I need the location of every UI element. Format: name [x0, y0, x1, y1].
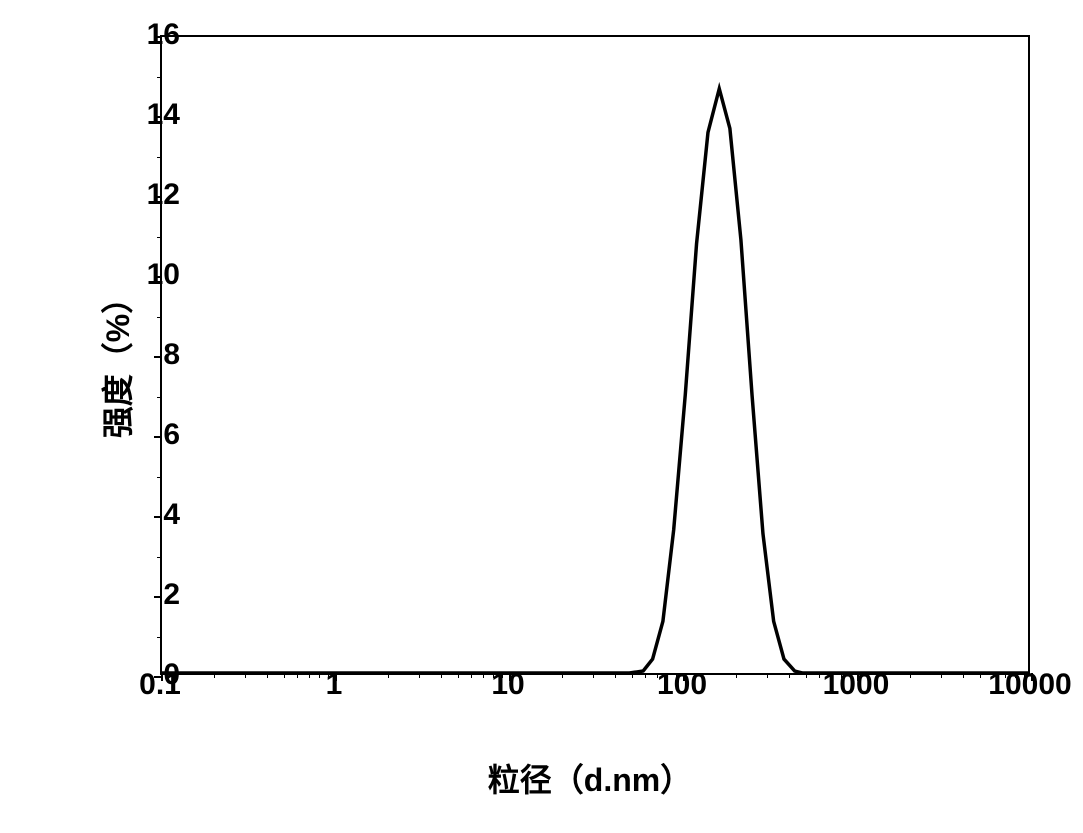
y-tick-major: [154, 436, 162, 438]
y-tick-label: 6: [163, 418, 180, 452]
y-tick-label: 4: [163, 498, 180, 532]
x-tick-minor: [388, 673, 389, 678]
x-tick-minor: [632, 673, 633, 678]
y-tick-minor: [157, 637, 162, 638]
y-tick-major: [154, 516, 162, 518]
x-tick-minor: [483, 673, 484, 678]
y-tick-label: 2: [163, 578, 180, 612]
y-axis-label: 强度（%）: [93, 282, 139, 438]
x-tick-minor: [419, 673, 420, 678]
y-tick-minor: [157, 557, 162, 558]
curve-svg: [162, 37, 1028, 673]
x-tick-minor: [319, 673, 320, 678]
x-tick-minor: [806, 673, 807, 678]
x-tick-minor: [910, 673, 911, 678]
y-tick-minor: [157, 317, 162, 318]
y-tick-label: 10: [147, 258, 180, 292]
y-tick-label: 12: [147, 178, 180, 212]
x-tick-minor: [284, 673, 285, 678]
y-tick-minor: [157, 77, 162, 78]
x-tick-minor: [767, 673, 768, 678]
x-tick-minor: [441, 673, 442, 678]
x-tick-label: 10000: [988, 668, 1071, 702]
x-tick-label: 0.1: [139, 668, 181, 702]
x-tick-minor: [980, 673, 981, 678]
x-tick-minor: [458, 673, 459, 678]
x-tick-minor: [615, 673, 616, 678]
x-tick-minor: [562, 673, 563, 678]
y-tick-minor: [157, 237, 162, 238]
x-tick-minor: [645, 673, 646, 678]
x-tick-label: 1: [326, 668, 343, 702]
x-tick-minor: [471, 673, 472, 678]
y-tick-minor: [157, 397, 162, 398]
x-tick-minor: [736, 673, 737, 678]
x-tick-label: 1000: [823, 668, 890, 702]
y-tick-label: 14: [147, 98, 180, 132]
x-axis-label: 粒径（d.nm）: [488, 755, 692, 801]
x-tick-minor: [309, 673, 310, 678]
y-tick-major: [154, 596, 162, 598]
y-tick-minor: [157, 157, 162, 158]
x-tick-minor: [963, 673, 964, 678]
plot-area: [160, 35, 1030, 675]
x-tick-minor: [245, 673, 246, 678]
data-curve: [162, 89, 1028, 673]
y-tick-minor: [157, 477, 162, 478]
x-tick-minor: [267, 673, 268, 678]
x-tick-label: 10: [491, 668, 524, 702]
x-tick-label: 100: [657, 668, 707, 702]
x-tick-minor: [941, 673, 942, 678]
x-tick-minor: [819, 673, 820, 678]
y-tick-major: [154, 356, 162, 358]
chart-container: 强度（%） 粒径（d.nm） 02468101214160.1110100100…: [30, 20, 1060, 810]
x-tick-minor: [214, 673, 215, 678]
x-tick-minor: [789, 673, 790, 678]
y-tick-label: 16: [147, 18, 180, 52]
x-tick-minor: [593, 673, 594, 678]
y-tick-label: 8: [163, 338, 180, 372]
x-tick-minor: [297, 673, 298, 678]
